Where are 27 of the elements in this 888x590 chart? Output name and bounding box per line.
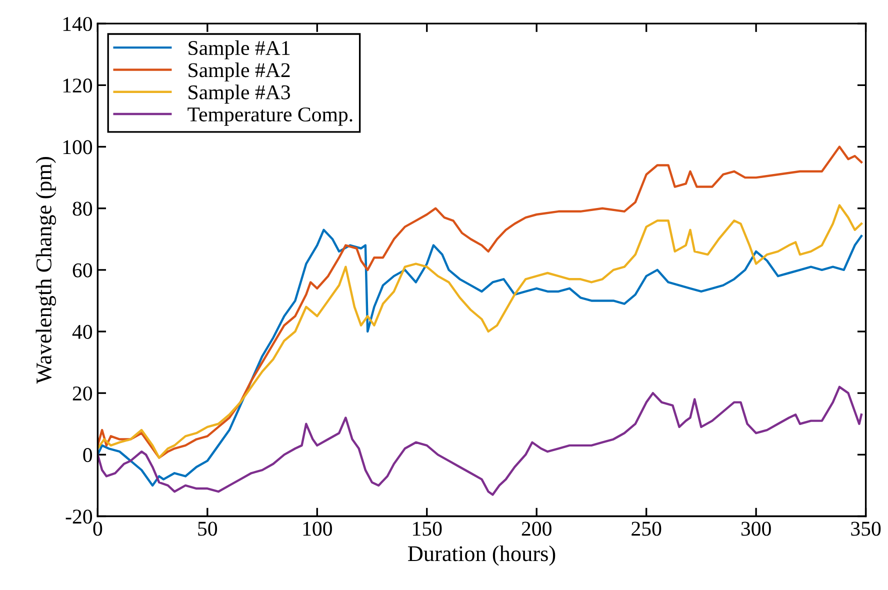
legend-label: Sample #A3: [188, 84, 290, 104]
legend-label: Sample #A2: [188, 62, 290, 82]
line-series: [98, 146, 863, 459]
line-series: [98, 228, 863, 487]
y-tick-label: 40: [72, 324, 92, 339]
x-tick-label: 0: [93, 522, 102, 536]
x-tick-label: 250: [632, 522, 662, 536]
y-tick-label: 20: [72, 386, 92, 401]
legend-label: Sample #A1: [188, 40, 290, 60]
y-tick-label: 60: [72, 263, 92, 278]
line-series: [98, 204, 863, 459]
y-tick-label: 140: [63, 16, 92, 32]
y-tick-label: 120: [63, 78, 92, 93]
x-tick-label: 350: [851, 522, 881, 536]
y-tick-label: 0: [83, 448, 92, 462]
x-tick-label: 300: [741, 522, 771, 536]
x-tick-label: 100: [303, 522, 332, 536]
x-tick-label: 150: [413, 522, 442, 536]
legend-label: Temperature Comp.: [188, 107, 352, 126]
x-axis-title: Duration (hours): [408, 546, 556, 566]
y-axis-title: Wavelength Change (pm): [36, 157, 56, 384]
y-tick-label: 80: [72, 202, 92, 216]
x-tick-label: 50: [198, 522, 218, 536]
y-tick-label: 100: [63, 140, 92, 154]
y-tick-label: -20: [66, 510, 92, 524]
line-series: [98, 386, 863, 496]
x-tick-label: 200: [522, 522, 552, 536]
